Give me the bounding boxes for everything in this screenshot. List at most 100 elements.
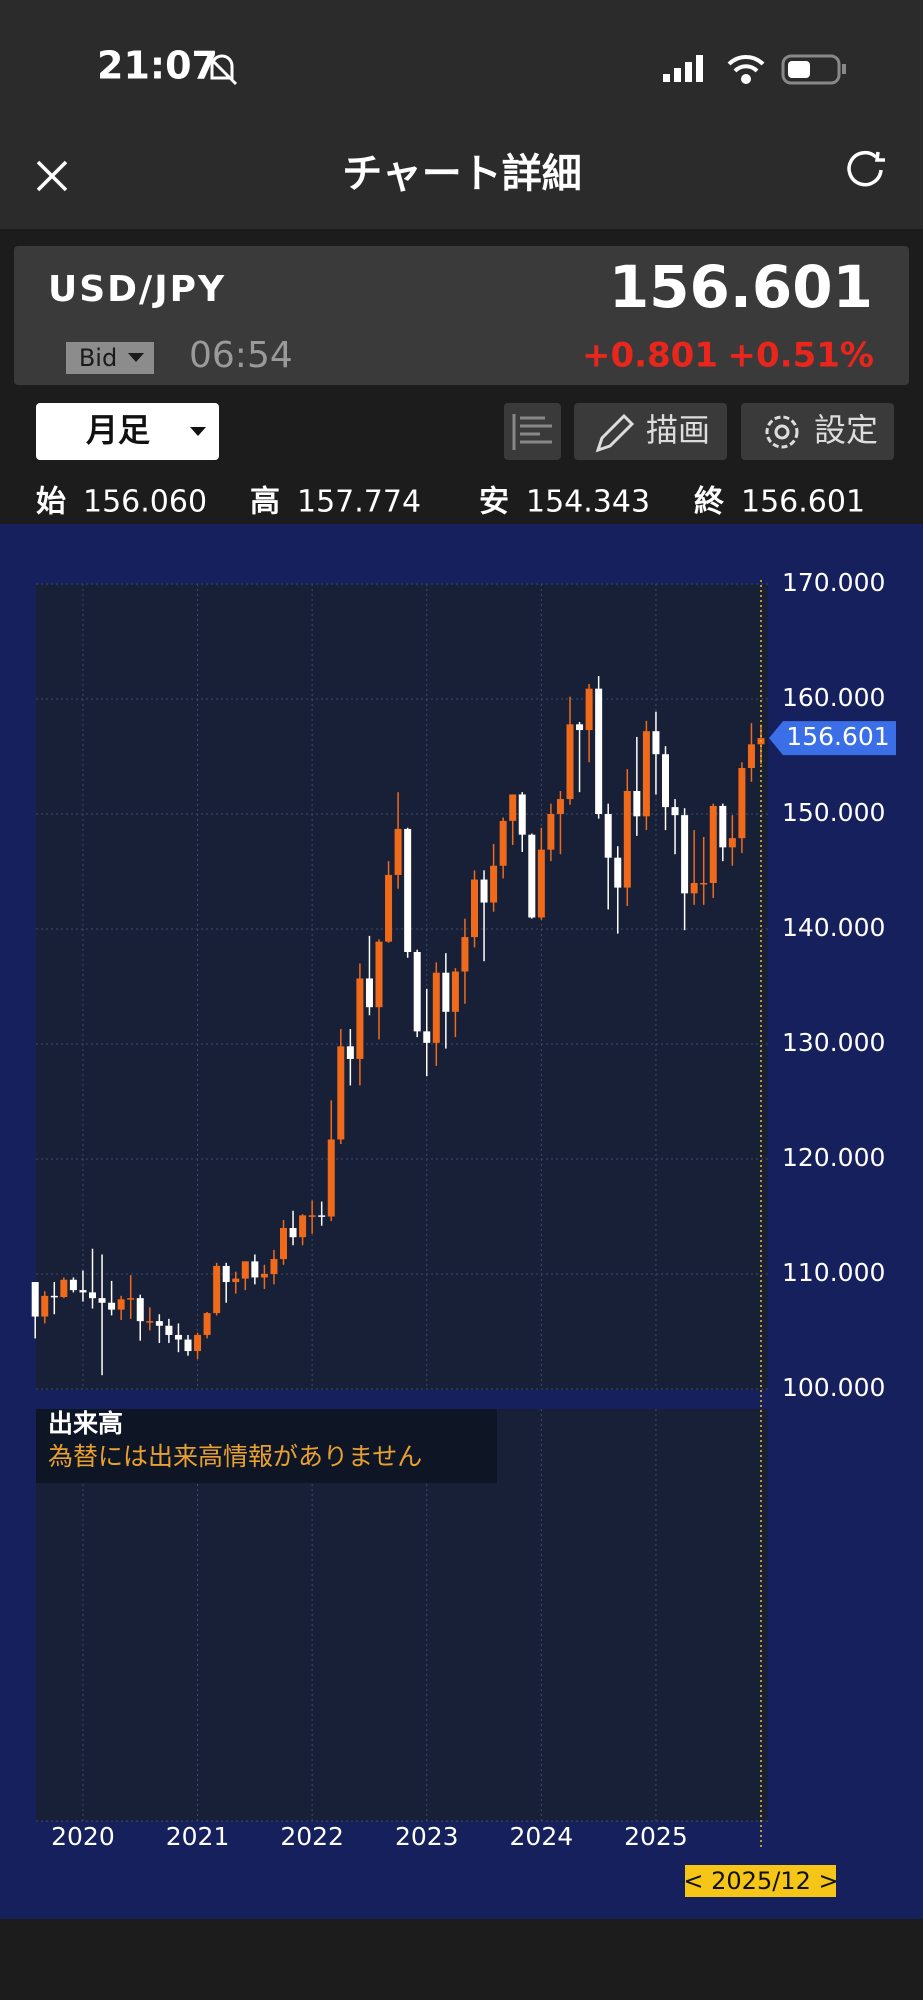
y-tick-label: 120.000: [782, 1143, 885, 1172]
signal-icon: [663, 55, 703, 82]
candle-body: [480, 879, 488, 903]
bid-caret: [128, 353, 144, 362]
candle-body: [595, 688, 603, 814]
candle-body: [31, 1282, 39, 1317]
candle-body: [662, 754, 669, 808]
candle-body: [356, 978, 364, 1059]
candle-body: [728, 838, 736, 848]
change-percent: +0.51%: [728, 336, 874, 376]
candle-body: [738, 768, 746, 839]
mute-icon: [206, 54, 238, 86]
ohlc-row: 始 156.060 高 157.774 安 154.343 終 156.601: [36, 485, 865, 520]
y-tick-label: 140.000: [782, 913, 885, 942]
candle-body: [432, 972, 440, 1043]
x-tick-label: 2024: [510, 1822, 574, 1851]
y-tick-label: 170.000: [782, 568, 885, 597]
battery-icon: [781, 54, 846, 85]
candle-body: [700, 883, 708, 885]
candle-body: [385, 874, 393, 942]
candle-body: [155, 1321, 163, 1326]
quote-time: 06:54: [189, 335, 293, 376]
candle-body: [518, 794, 526, 835]
candle-body: [213, 1265, 221, 1314]
candle-body: [280, 1228, 287, 1260]
candle-body: [652, 731, 660, 755]
candle-body: [270, 1259, 278, 1274]
candle-body: [98, 1298, 106, 1303]
candle-body: [108, 1302, 116, 1310]
candle-body: [232, 1278, 240, 1283]
candle-body: [547, 814, 555, 850]
candle-body: [79, 1290, 87, 1293]
candle-body: [747, 744, 755, 768]
cursor-box: [685, 1865, 836, 1897]
candle-body: [346, 1046, 354, 1059]
bid-label: Bid: [79, 344, 117, 372]
symbol: USD/JPY: [48, 269, 226, 310]
period-select[interactable]: [36, 403, 219, 460]
volume-note: [36, 1409, 497, 1483]
candle-body: [681, 815, 689, 894]
candle-body: [41, 1295, 49, 1317]
ohlc-label: 高: [250, 485, 280, 520]
candle-body: [327, 1139, 335, 1217]
last-price-tag: [769, 721, 896, 756]
change: +0.801: [582, 336, 718, 376]
candle-body: [499, 820, 507, 866]
page-title: チャート詳細: [342, 151, 582, 197]
ohlc-value: 154.343: [526, 485, 650, 520]
candle-body: [509, 794, 517, 821]
candle-body: [203, 1313, 211, 1335]
indicator-icon: [512, 414, 552, 450]
candle-body: [623, 791, 631, 888]
candle-body: [461, 937, 469, 972]
y-tick-label: 160.000: [782, 683, 885, 712]
candle-body: [471, 879, 478, 938]
candle-body: [136, 1298, 144, 1322]
candle-body: [490, 865, 498, 903]
x-tick-label: 2025: [624, 1822, 688, 1851]
candle-body: [633, 791, 641, 817]
candle-body: [174, 1334, 182, 1340]
candle-body: [89, 1292, 96, 1299]
y-tick-label: 100.000: [782, 1373, 885, 1402]
x-tick-label: 2021: [166, 1822, 230, 1851]
candle-body: [413, 952, 421, 1032]
indicator-button[interactable]: [504, 403, 561, 460]
close-button[interactable]: [36, 160, 68, 192]
candle-body: [576, 724, 584, 731]
candle-body: [127, 1298, 135, 1300]
candle-body: [556, 799, 564, 814]
candle-body: [289, 1228, 297, 1238]
candle-body: [222, 1265, 230, 1283]
period-caret: [190, 427, 206, 436]
period-label: 月足: [86, 411, 150, 449]
status-time: 21:07: [97, 44, 218, 88]
y-tick-label: 110.000: [782, 1258, 885, 1287]
candle-body: [117, 1299, 125, 1310]
cursor-label: < 2025/12 >: [683, 1867, 838, 1895]
candle-body: [642, 731, 650, 817]
x-tick-label: 2020: [51, 1822, 115, 1851]
chart: 2020 2021 2022 2023 2024 2025 100.000 110.000 12…: [31, 568, 896, 1897]
candle-body: [690, 883, 698, 894]
y-tick-label: 150.000: [782, 798, 885, 827]
candle-body: [241, 1261, 249, 1279]
candle-body: [251, 1261, 259, 1278]
candle-body: [709, 805, 717, 883]
candle-body: [165, 1325, 173, 1335]
ohlc-label: 終: [694, 485, 724, 520]
refresh-button[interactable]: [847, 150, 885, 187]
candle-body: [585, 688, 593, 731]
candle-body: [194, 1334, 202, 1352]
candle-body: [719, 805, 727, 848]
price-panel: [36, 584, 768, 1390]
candle-body: [365, 978, 373, 1008]
settings-label: 設定: [814, 411, 878, 449]
candle-body: [442, 972, 450, 1012]
candle-body: [394, 828, 402, 875]
candle-body: [50, 1295, 58, 1298]
candle-body: [308, 1215, 316, 1217]
